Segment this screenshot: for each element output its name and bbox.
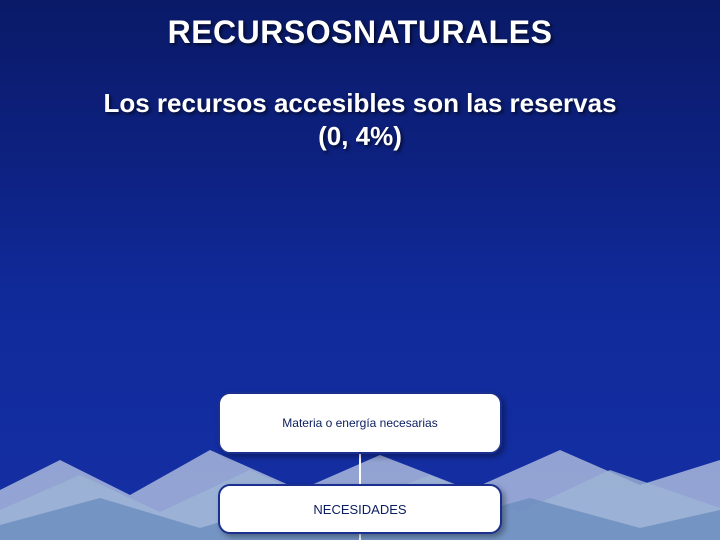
node-necesidades: NECESIDADES (218, 484, 502, 534)
edge-root-mid (359, 454, 361, 484)
node-root-label: Materia o energía necesarias (282, 416, 437, 430)
node-root: Materia o energía necesarias (218, 392, 502, 454)
slide-subtitle: Los recursos accesibles son las reservas… (0, 87, 720, 152)
node-necesidades-label: NECESIDADES (313, 502, 406, 517)
edge-mid-down (359, 534, 361, 540)
slide-title: RECURSOSNATURALES (0, 0, 720, 51)
subtitle-line-1: Los recursos accesibles son las reservas (103, 88, 616, 118)
subtitle-line-2: (0, 4%) (318, 121, 402, 151)
